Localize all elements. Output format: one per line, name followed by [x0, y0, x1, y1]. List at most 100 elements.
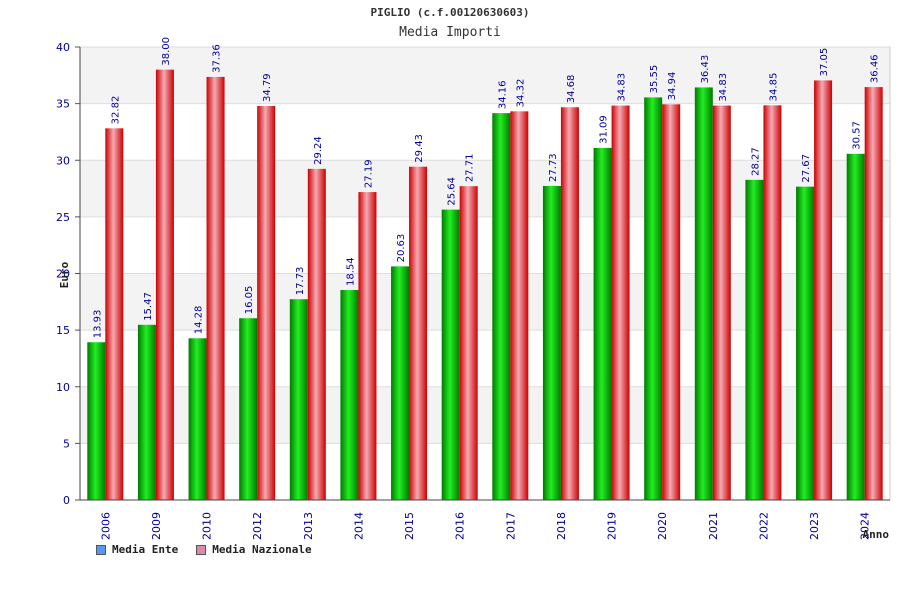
data-label: 34.68: [566, 75, 577, 104]
x-tick-label: 2009: [150, 512, 163, 540]
data-label: 14.28: [194, 306, 205, 335]
x-tick-label: 2006: [99, 512, 112, 540]
legend-item-media-ente: Media Ente: [96, 543, 178, 556]
bar-media-nazionale-2009: [155, 69, 174, 501]
legend-label-media-nazionale: Media Nazionale: [212, 543, 312, 556]
data-label: 38.00: [161, 37, 172, 66]
bar-media-ente-2023: [796, 186, 815, 500]
data-label: 34.16: [497, 80, 508, 109]
bar-media-nazionale-2010: [206, 76, 225, 500]
data-label: 28.27: [750, 147, 761, 176]
bar-media-ente-2019: [593, 147, 612, 500]
bar-media-ente-2022: [745, 179, 764, 500]
y-tick-label: 20: [56, 268, 70, 281]
data-label: 16.05: [244, 286, 255, 315]
data-label: 36.43: [700, 55, 711, 84]
x-tick-label: 2015: [403, 512, 416, 540]
data-label: 34.83: [617, 73, 628, 102]
data-label: 13.93: [92, 310, 103, 339]
x-tick-label: 2016: [454, 512, 467, 540]
legend-label-media-ente: Media Ente: [112, 543, 179, 556]
bar-media-ente-2017: [492, 113, 511, 500]
y-axis-title: Euro: [58, 261, 71, 288]
data-label: 34.85: [768, 73, 779, 102]
bar-media-nazionale-2023: [814, 80, 833, 500]
x-tick-label: 2022: [757, 512, 770, 540]
bar-media-nazionale-2015: [409, 166, 428, 500]
x-tick-label: 2012: [251, 512, 264, 540]
y-tick-label: 15: [56, 324, 70, 337]
bar-media-ente-2006: [87, 342, 106, 500]
data-label: 25.64: [447, 177, 458, 206]
x-tick-label: 2010: [201, 512, 214, 540]
bar-media-nazionale-2006: [105, 128, 124, 500]
chart-title: PIGLIO (c.f.00120630603): [370, 6, 530, 19]
y-tick-label: 30: [56, 154, 70, 167]
bar-media-nazionale-2021: [712, 105, 731, 501]
x-tick-label: 2013: [302, 512, 315, 540]
bar-media-nazionale-2013: [307, 168, 326, 500]
bar-media-nazionale-2018: [560, 107, 579, 501]
data-label: 18.54: [345, 257, 356, 286]
bar-media-nazionale-2016: [459, 186, 478, 500]
x-tick-label: 2021: [707, 512, 720, 540]
data-label: 34.79: [262, 73, 273, 102]
x-tick-label: 2017: [504, 512, 517, 540]
bar-media-ente-2013: [289, 299, 308, 500]
data-label: 27.73: [548, 153, 559, 182]
data-label: 20.63: [396, 234, 407, 263]
y-tick-label: 40: [56, 41, 70, 54]
data-label: 32.82: [110, 96, 121, 125]
bar-media-nazionale-2012: [257, 106, 276, 501]
x-tick-label: 2024: [859, 512, 872, 540]
data-label: 29.24: [313, 136, 324, 165]
data-label: 37.36: [212, 44, 223, 73]
y-tick-label: 35: [56, 98, 70, 111]
y-tick-label: 5: [63, 437, 70, 450]
data-label: 30.57: [852, 121, 863, 150]
y-tick-label: 10: [56, 381, 70, 394]
data-label: 37.05: [819, 48, 830, 77]
y-tick-label: 0: [63, 494, 70, 507]
bar-media-nazionale-2014: [358, 192, 377, 501]
bar-media-ente-2012: [239, 318, 258, 500]
legend-swatch-media-ente: [96, 544, 106, 555]
data-label: 27.67: [801, 154, 812, 183]
bar-media-nazionale-2022: [763, 105, 782, 500]
data-label: 29.43: [414, 134, 425, 163]
data-label: 27.19: [363, 159, 374, 188]
y-tick-label: 25: [56, 211, 70, 224]
x-tick-label: 2023: [808, 512, 821, 540]
data-label: 35.55: [649, 65, 660, 94]
x-tick-label: 2018: [555, 512, 568, 540]
bar-media-ente-2016: [441, 209, 460, 500]
data-label: 15.47: [143, 292, 154, 321]
bar-media-ente-2009: [137, 324, 156, 500]
legend-item-media-nazionale: Media Nazionale: [196, 543, 312, 556]
bar-media-ente-2015: [391, 266, 410, 500]
data-label: 27.71: [465, 154, 476, 183]
x-tick-label: 2019: [606, 512, 619, 540]
data-label: 36.46: [870, 54, 881, 83]
bar-media-nazionale-2020: [662, 104, 681, 500]
bar-media-nazionale-2024: [864, 87, 883, 500]
x-tick-label: 2014: [352, 512, 365, 540]
bar-media-ente-2010: [188, 338, 207, 500]
data-label: 31.09: [599, 115, 610, 144]
data-label: 34.94: [667, 72, 678, 101]
chart-subtitle: Media Importi: [399, 25, 501, 40]
legend: Media Ente Media Nazionale: [96, 543, 312, 556]
data-label: 34.83: [718, 73, 729, 102]
bar-media-nazionale-2017: [510, 111, 529, 501]
bar-media-ente-2021: [694, 87, 713, 501]
bar-media-ente-2024: [846, 153, 865, 501]
data-label: 17.73: [295, 267, 306, 296]
x-tick-label: 2020: [656, 512, 669, 540]
bar-media-ente-2018: [542, 185, 561, 500]
legend-swatch-media-nazionale: [196, 544, 207, 555]
bar-media-ente-2014: [340, 290, 359, 500]
bar-media-ente-2020: [644, 97, 663, 501]
bar-media-nazionale-2019: [611, 105, 630, 501]
data-label: 34.32: [515, 79, 526, 108]
